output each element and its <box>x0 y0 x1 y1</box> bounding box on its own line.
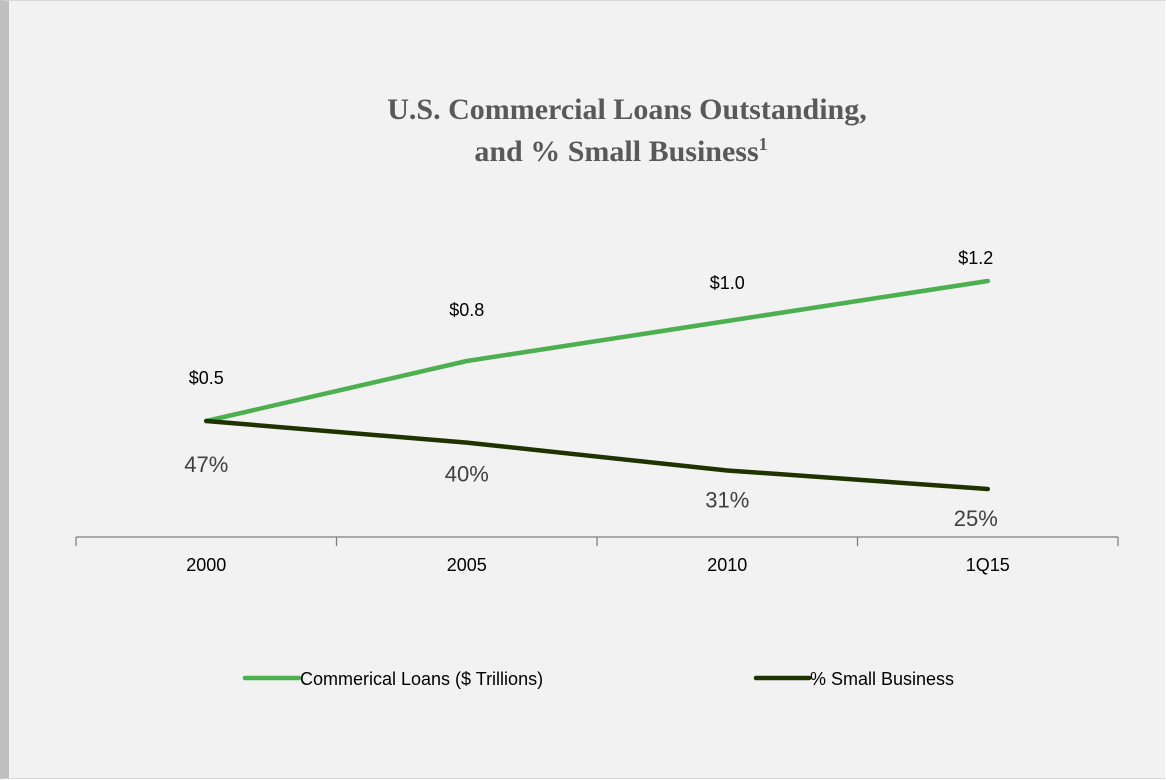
chart-subtitle-superscript: 1 <box>759 134 768 154</box>
legend: Commerical Loans ($ Trillions) % Small Bu… <box>242 669 954 689</box>
data-label-small-business: 40% <box>445 462 489 487</box>
data-label-small-business: 25% <box>954 506 998 531</box>
data-label-commercial-loans: $0.5 <box>189 368 224 388</box>
data-label-small-business: 47% <box>184 452 228 477</box>
series-lines <box>204 278 990 492</box>
x-tick-label: 2010 <box>707 555 747 575</box>
data-label-small-business: 31% <box>705 487 749 512</box>
legend-commercial-loans-label: Commerical Loans ($ Trillions) <box>300 669 543 689</box>
series-line-small-business <box>204 418 990 492</box>
chart-subtitle: and % Small Business1 <box>474 134 767 168</box>
data-label-commercial-loans: $1.0 <box>710 273 745 293</box>
data-label-commercial-loans: $0.8 <box>449 300 484 320</box>
legend-small-business-label: % Small Business <box>810 669 954 689</box>
x-tick-label: 2000 <box>186 555 226 575</box>
series-line-commercial-loans <box>204 278 990 424</box>
chart-subtitle-text: and % Small Business <box>474 135 758 168</box>
x-tick-label: 2005 <box>447 555 487 575</box>
chart-svg: U.S. Commercial Loans Outstanding, and %… <box>75 93 1119 689</box>
x-axis: 2000 2005 2010 1Q15 <box>75 536 1119 575</box>
chart-title: U.S. Commercial Loans Outstanding, <box>387 93 867 126</box>
x-tick-label: 1Q15 <box>966 555 1010 575</box>
data-labels: $0.5 $0.8 $1.0 $1.2 47% 40% 31% 25% <box>184 248 998 531</box>
data-label-commercial-loans: $1.2 <box>958 248 993 268</box>
